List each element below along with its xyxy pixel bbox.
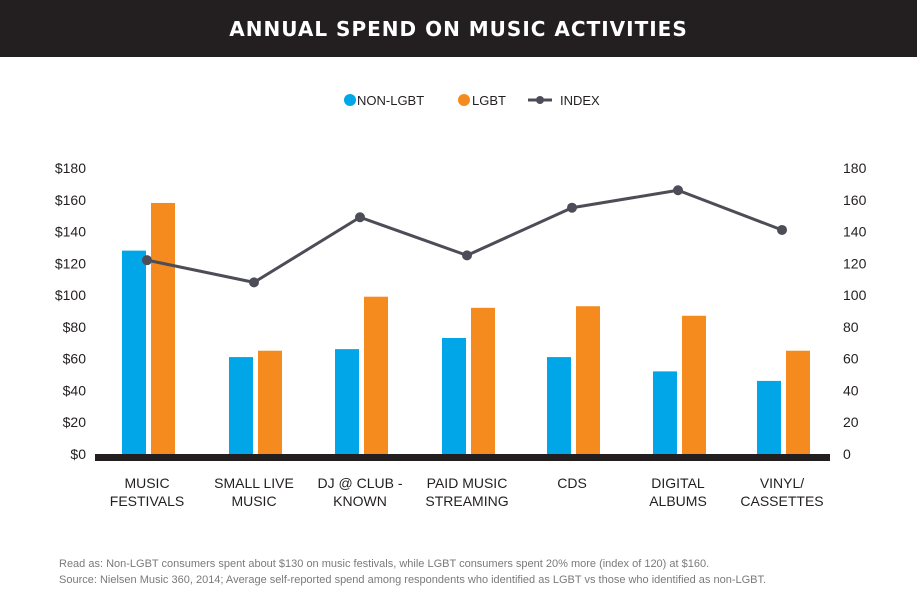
- chart-title: ANNUAL SPEND ON MUSIC ACTIVITIES: [229, 16, 688, 41]
- y-right-tick-label: 120: [843, 255, 867, 271]
- bar-lgbt: [151, 202, 175, 454]
- y-right-tick-label: 40: [843, 382, 859, 398]
- y-right-tick-label: 60: [843, 351, 859, 367]
- y-left-tick-label: $60: [63, 351, 87, 367]
- legend-swatch-lgbt: [458, 94, 470, 106]
- index-point: [567, 202, 577, 213]
- index-point: [673, 185, 683, 196]
- bar-non-lgbt: [442, 338, 466, 454]
- index-point: [462, 250, 472, 261]
- y-right-tick-label: 0: [843, 446, 851, 462]
- footnote-read-as: Read as: Non-LGBT consumers spent about …: [59, 558, 710, 570]
- bar-non-lgbt: [335, 349, 359, 454]
- bar-non-lgbt: [547, 357, 571, 454]
- bar-non-lgbt: [757, 380, 781, 454]
- footnote-source: Source: Nielsen Music 360, 2014; Average…: [59, 574, 767, 586]
- index-point: [355, 212, 365, 223]
- y-left-tick-label: $20: [63, 414, 87, 430]
- x-tick-label: CASSETTES: [740, 493, 823, 509]
- title-bar: ANNUAL SPEND ON MUSIC ACTIVITIES: [0, 0, 917, 57]
- legend-swatch-non-lgbt: [344, 94, 356, 106]
- x-tick-label: STREAMING: [425, 493, 508, 509]
- index-line: [146, 188, 783, 284]
- bar-lgbt: [682, 315, 706, 454]
- y-left-tick-label: $0: [70, 446, 86, 462]
- y-right-tick-label: 140: [843, 224, 867, 240]
- x-tick-label: CDS: [557, 475, 587, 491]
- legend-swatch-index-marker: [536, 96, 544, 104]
- x-tick-label: SMALL LIVE: [214, 475, 294, 491]
- bar-non-lgbt: [229, 357, 253, 454]
- x-tick-label: MUSIC: [231, 493, 276, 509]
- legend-label-index: INDEX: [560, 93, 600, 108]
- y-left-tick-label: $180: [55, 160, 86, 176]
- y-left-tick-label: $100: [55, 287, 86, 303]
- x-tick-label: PAID MUSIC: [427, 475, 508, 491]
- index-point: [142, 255, 152, 266]
- x-tick-label: VINYL/: [760, 475, 804, 491]
- y-left-tick-label: $80: [63, 319, 87, 335]
- x-axis-baseline: [95, 454, 830, 461]
- y-left-tick-label: $40: [63, 382, 87, 398]
- bar-lgbt: [576, 306, 600, 454]
- chart: NON-LGBT LGBT INDEX $0 $20 $40 $60 $80 $100 $120 $…: [55, 93, 867, 509]
- y-right-tick-label: 80: [843, 319, 859, 335]
- x-tick-label: KNOWN: [333, 493, 387, 509]
- index-point: [777, 224, 787, 235]
- bar-lgbt: [471, 307, 495, 454]
- y-right-tick-label: 180: [843, 160, 867, 176]
- x-tick-label: DJ @ CLUB -: [318, 475, 403, 491]
- index-point: [249, 277, 259, 288]
- legend-label-non-lgbt: NON-LGBT: [357, 93, 424, 108]
- x-tick-label: MUSIC: [124, 475, 169, 491]
- y-left-tick-label: $140: [55, 224, 86, 240]
- y-left-tick-label: $160: [55, 192, 86, 208]
- legend-label-lgbt: LGBT: [472, 93, 506, 108]
- bar-non-lgbt: [653, 371, 677, 454]
- y-right-tick-label: 20: [843, 414, 859, 430]
- bar-non-lgbt: [122, 250, 146, 454]
- x-tick-label: FESTIVALS: [110, 493, 184, 509]
- y-right-tick-label: 100: [843, 287, 867, 303]
- y-left-tick-label: $120: [55, 255, 86, 271]
- bar-lgbt: [364, 296, 388, 454]
- x-tick-label: DIGITAL: [651, 475, 705, 491]
- footnotes: Read as: Non-LGBT consumers spent about …: [59, 556, 909, 588]
- bar-lgbt: [786, 350, 810, 454]
- y-right-tick-label: 160: [843, 192, 867, 208]
- bar-lgbt: [258, 350, 282, 454]
- x-tick-label: ALBUMS: [649, 493, 707, 509]
